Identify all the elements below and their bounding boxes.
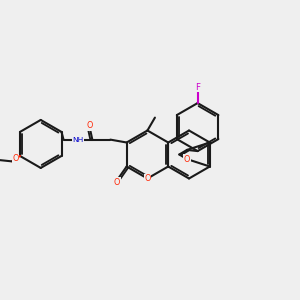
Text: O: O bbox=[13, 154, 19, 164]
Text: NH: NH bbox=[72, 136, 84, 142]
Text: O: O bbox=[144, 174, 151, 183]
Text: O: O bbox=[86, 121, 92, 130]
Text: O: O bbox=[184, 154, 190, 164]
Text: F: F bbox=[195, 83, 200, 92]
Text: O: O bbox=[114, 178, 120, 187]
